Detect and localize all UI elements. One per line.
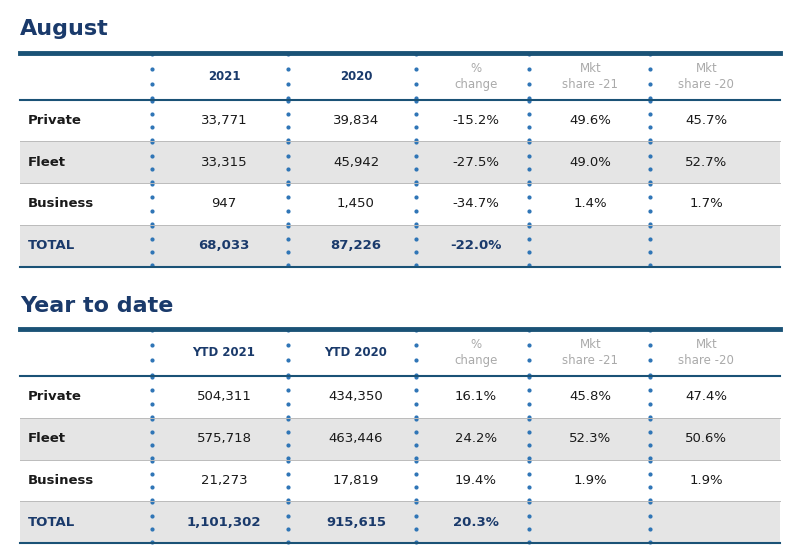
Text: 504,311: 504,311	[197, 390, 251, 404]
Text: 19.4%: 19.4%	[455, 474, 497, 487]
Text: 33,771: 33,771	[201, 114, 247, 127]
FancyBboxPatch shape	[20, 142, 780, 183]
Text: 434,350: 434,350	[329, 390, 383, 404]
Text: 1.4%: 1.4%	[574, 197, 607, 211]
Text: Private: Private	[28, 114, 82, 127]
Text: 17,819: 17,819	[333, 474, 379, 487]
Text: 68,033: 68,033	[198, 239, 250, 252]
Text: Private: Private	[28, 390, 82, 404]
Text: 33,315: 33,315	[201, 155, 247, 169]
Text: 87,226: 87,226	[330, 239, 382, 252]
Text: 1,450: 1,450	[337, 197, 375, 211]
FancyBboxPatch shape	[20, 418, 780, 460]
Text: 2020: 2020	[340, 70, 372, 82]
Text: 50.6%: 50.6%	[686, 432, 727, 445]
Text: 915,615: 915,615	[326, 515, 386, 529]
Text: 1.9%: 1.9%	[574, 474, 607, 487]
Text: Year to date: Year to date	[20, 296, 174, 316]
Text: -27.5%: -27.5%	[453, 155, 499, 169]
Text: 20.3%: 20.3%	[453, 515, 499, 529]
Text: Mkt
share -20: Mkt share -20	[678, 338, 734, 367]
Text: 21,273: 21,273	[201, 474, 247, 487]
Text: %
change: % change	[454, 61, 498, 91]
Text: %
change: % change	[454, 338, 498, 367]
Text: 52.7%: 52.7%	[686, 155, 727, 169]
Text: YTD 2020: YTD 2020	[325, 346, 387, 359]
Text: -15.2%: -15.2%	[453, 114, 499, 127]
Text: 1.7%: 1.7%	[690, 197, 723, 211]
Text: 2021: 2021	[208, 70, 240, 82]
Text: 47.4%: 47.4%	[686, 390, 727, 404]
Text: 575,718: 575,718	[197, 432, 251, 445]
Text: TOTAL: TOTAL	[28, 515, 75, 529]
Text: 1,101,302: 1,101,302	[186, 515, 262, 529]
Text: 1.9%: 1.9%	[690, 474, 723, 487]
Text: Mkt
share -20: Mkt share -20	[678, 61, 734, 91]
Text: 39,834: 39,834	[333, 114, 379, 127]
Text: 24.2%: 24.2%	[455, 432, 497, 445]
Text: August: August	[20, 19, 109, 39]
Text: Business: Business	[28, 474, 94, 487]
Text: 463,446: 463,446	[329, 432, 383, 445]
Text: Fleet: Fleet	[28, 432, 66, 445]
Text: TOTAL: TOTAL	[28, 239, 75, 252]
FancyBboxPatch shape	[20, 225, 780, 267]
FancyBboxPatch shape	[20, 501, 780, 543]
Text: Mkt
share -21: Mkt share -21	[562, 338, 618, 367]
Text: 45,942: 45,942	[333, 155, 379, 169]
Text: 45.7%: 45.7%	[686, 114, 727, 127]
Text: YTD 2021: YTD 2021	[193, 346, 255, 359]
Text: 49.0%: 49.0%	[570, 155, 611, 169]
Text: 49.6%: 49.6%	[570, 114, 611, 127]
Text: Mkt
share -21: Mkt share -21	[562, 61, 618, 91]
Text: 947: 947	[211, 197, 237, 211]
Text: Fleet: Fleet	[28, 155, 66, 169]
Text: Business: Business	[28, 197, 94, 211]
Text: 52.3%: 52.3%	[570, 432, 611, 445]
Text: 16.1%: 16.1%	[455, 390, 497, 404]
Text: -34.7%: -34.7%	[453, 197, 499, 211]
Text: -22.0%: -22.0%	[450, 239, 502, 252]
Text: 45.8%: 45.8%	[570, 390, 611, 404]
